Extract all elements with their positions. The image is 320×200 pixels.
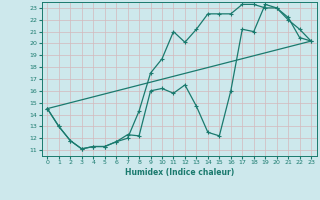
X-axis label: Humidex (Indice chaleur): Humidex (Indice chaleur) [124, 168, 234, 177]
